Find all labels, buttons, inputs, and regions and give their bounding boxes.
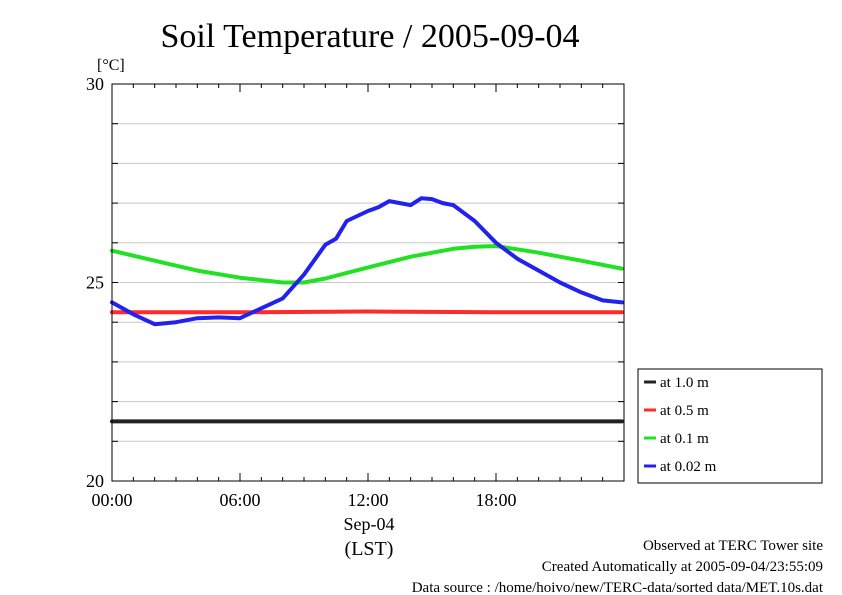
legend-label: at 0.02 m [660,459,717,475]
series-line-1 [110,309,624,315]
data-series [110,196,624,424]
legend-item: at 1.0 m [644,375,709,391]
y-tick-label: 20 [86,471,104,491]
legend-label: at 0.5 m [660,403,709,419]
x-axis-date: Sep-04 [344,514,395,534]
series-line-2 [110,244,624,285]
x-tick-label: 18:00 [475,490,516,510]
x-tick-label: 06:00 [219,490,260,510]
legend: at 1.0 m at 0.5 m at 0.1 m at 0.02 m [637,368,823,484]
x-axis-ticks: 00:00 06:00 12:00 18:00 [91,84,625,510]
footer-data-source: Data source : /home/hoivo/new/TERC-data/… [412,580,824,595]
x-tick-label: 12:00 [347,490,388,510]
legend-label: at 1.0 m [660,375,709,391]
footer-observed: Observed at TERC Tower site [643,538,823,554]
y-tick-label: 30 [86,74,104,94]
legend-items: at 1.0 m at 0.5 m at 0.1 m at 0.02 m [644,375,717,475]
legend-label: at 0.1 m [660,431,709,447]
x-tick-label: 00:00 [91,490,132,510]
series-line-3 [110,196,624,327]
y-axis-unit: [°C] [97,57,125,74]
legend-box [637,368,823,484]
x-axis-label: (LST) [345,538,394,560]
legend-item: at 0.02 m [644,459,717,475]
chart-title: Soil Temperature / 2005-09-04 [160,18,579,55]
legend-item: at 0.1 m [644,431,709,447]
y-axis-ticks: 20 25 30 [86,74,624,491]
y-tick-label: 25 [86,273,104,293]
legend-item: at 0.5 m [644,403,709,419]
footer-created: Created Automatically at 2005-09-04/23:5… [542,559,823,575]
